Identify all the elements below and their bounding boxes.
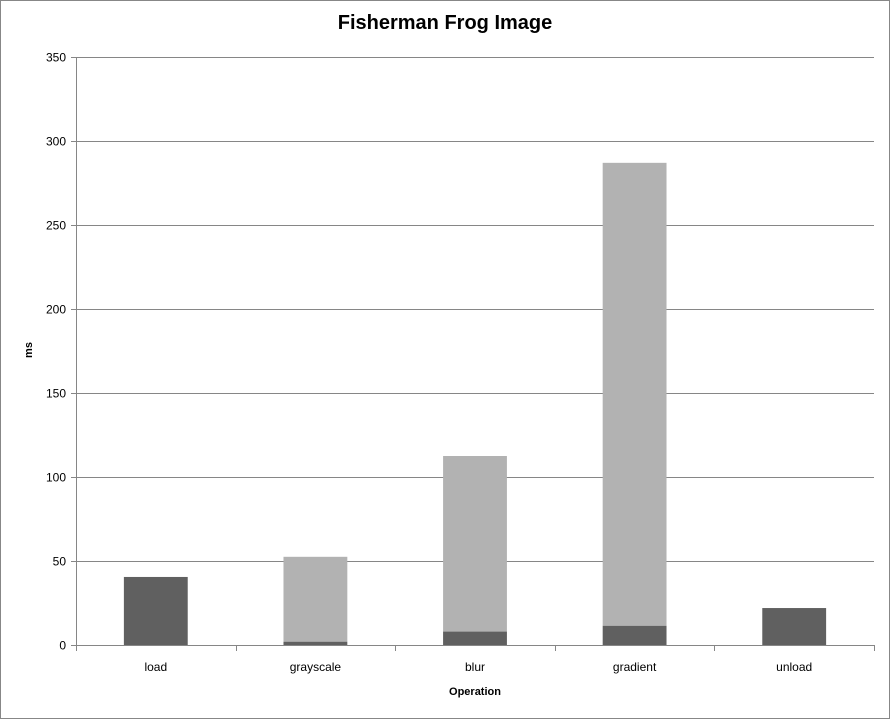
x-tick-label: grayscale	[290, 660, 342, 674]
y-tick-label: 300	[46, 135, 66, 149]
x-tick-label: load	[144, 660, 167, 674]
y-tick-label: 100	[46, 471, 66, 485]
x-tick-label: blur	[465, 660, 485, 674]
y-tick-label: 50	[53, 555, 67, 569]
bar-load-series-1	[123, 576, 188, 645]
y-tick-label: 150	[46, 387, 66, 401]
y-tick-label: 350	[46, 51, 66, 65]
y-tick-label: 250	[46, 219, 66, 233]
bar-blur-series-2	[443, 456, 507, 632]
bar-blur-series-1	[443, 631, 507, 645]
x-axis-label: Operation	[449, 686, 501, 698]
y-tick-label: 200	[46, 303, 66, 317]
bar-gradient-series-1	[602, 625, 667, 645]
bar-gradient-series-2	[602, 162, 667, 626]
bar-unload-series-1	[762, 608, 827, 645]
bar-grayscale-series-2	[283, 556, 348, 642]
chart-title: Fisherman Frog Image	[337, 12, 553, 34]
y-tick-label: 0	[59, 639, 66, 653]
x-tick-label: unload	[776, 660, 812, 674]
x-tick-label: gradient	[613, 660, 657, 674]
bar-grayscale-series-1	[283, 641, 348, 645]
